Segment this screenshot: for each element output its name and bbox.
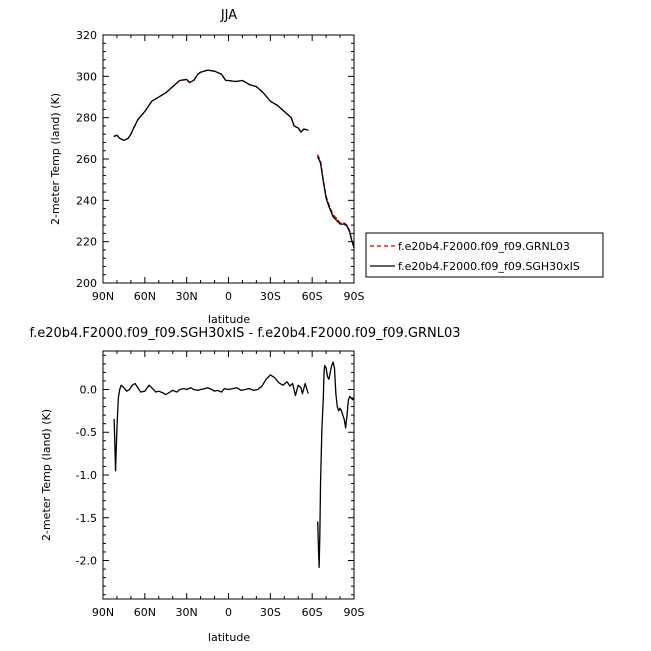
bottom-x-axis-label: latitude (208, 631, 250, 644)
top-xtick-label-1: 60N (134, 290, 156, 303)
bottom-xtick-label-3: 0 (225, 606, 232, 619)
bottom-y-axis-label: 2-meter Temp (land) (K) (40, 409, 53, 541)
top-series-0-segment-1 (317, 154, 355, 249)
bottom-xtick-label-2: 30N (176, 606, 198, 619)
legend-label-sgh30xis: f.e20b4.F2000.f09_f09.SGH30xIS (398, 260, 580, 273)
top-y-axis-label: 2-meter Temp (land) (K) (49, 93, 62, 225)
bottom-panel: f.e20b4.F2000.f09_f09.SGH30xIS - f.e20b4… (29, 326, 460, 644)
top-panel: JJA 90N 60N 30N 0 30S 60S 90S 200 220 240 260 280 30… (49, 8, 365, 326)
legend: f.e20b4.F2000.f09_f09.GRNL03 f.e20b4.F20… (365, 232, 604, 278)
top-ytick-label-6: 320 (76, 29, 97, 42)
bottom-xtick-label-1: 60N (134, 606, 156, 619)
top-xtick-label-0: 90N (92, 290, 114, 303)
top-series-1-segment-0 (113, 69, 309, 142)
bottom-series-0-segment-0 (113, 374, 309, 472)
bottom-series-group (113, 361, 355, 569)
top-ytick-label-5: 300 (76, 70, 97, 83)
top-xtick-label-6: 90S (344, 290, 365, 303)
bottom-xtick-label-4: 30S (260, 606, 281, 619)
top-series-1-segment-1 (317, 156, 355, 249)
top-chart-title: JJA (220, 8, 237, 23)
legend-label-grnl03: f.e20b4.F2000.f09_f09.GRNL03 (398, 240, 570, 253)
top-x-axis-label: latitude (208, 313, 250, 326)
top-plot-frame (102, 34, 355, 284)
bottom-ytick-label-1: -0.5 (76, 426, 97, 439)
bottom-xtick-label-6: 90S (344, 606, 365, 619)
legend-box (365, 232, 604, 278)
bottom-ytick-label-4: -2.0 (76, 555, 97, 568)
top-xtick-label-5: 60S (302, 290, 323, 303)
top-series-group (113, 69, 355, 249)
bottom-ytick-label-2: -1.0 (76, 469, 97, 482)
top-ytick-label-0: 200 (76, 277, 97, 290)
top-xtick-label-2: 30N (176, 290, 198, 303)
top-xtick-label-4: 30S (260, 290, 281, 303)
top-series-0-segment-0 (113, 69, 309, 142)
bottom-xtick-label-5: 60S (302, 606, 323, 619)
bottom-chart-title: f.e20b4.F2000.f09_f09.SGH30xIS - f.e20b4… (29, 326, 460, 341)
top-ytick-label-3: 260 (76, 153, 97, 166)
bottom-ytick-label-0: 0.0 (80, 383, 98, 396)
top-xtick-label-3: 0 (225, 290, 232, 303)
bottom-xtick-label-0: 90N (92, 606, 114, 619)
top-ytick-label-4: 280 (76, 112, 97, 125)
bottom-series-0-segment-1 (317, 361, 355, 569)
bottom-ytick-label-3: -1.5 (76, 512, 97, 525)
top-ytick-label-1: 220 (76, 236, 97, 249)
bottom-plot-frame (102, 350, 355, 600)
top-ytick-label-2: 240 (76, 194, 97, 207)
